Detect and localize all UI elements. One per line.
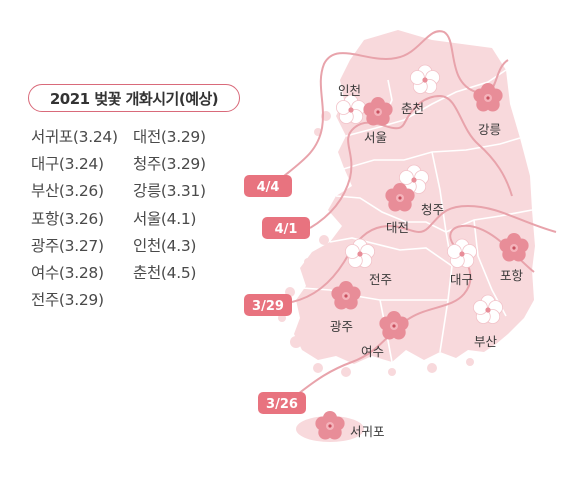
forecast-item: 청주(3.29) xyxy=(133,155,206,174)
city-label-gwangju: 광주 xyxy=(330,319,353,334)
badge-label: 4/4 xyxy=(257,180,280,195)
forecast-item: 대구(3.24) xyxy=(31,155,104,174)
city-label-seogwipo: 서귀포 xyxy=(350,424,385,439)
forecast-item: 서울(4.1) xyxy=(133,209,197,228)
forecast-item: 인천(4.3) xyxy=(133,236,197,255)
forecast-item: 광주(3.27) xyxy=(31,236,104,255)
badge-label: 3/26 xyxy=(266,397,298,412)
city-label-chuncheon: 춘천 xyxy=(401,101,424,116)
badge-label: 4/1 xyxy=(275,222,298,237)
city-label-daejeon: 대전 xyxy=(386,220,409,235)
city-label-gangneung: 강릉 xyxy=(478,122,501,137)
forecast-list: 서귀포(3.24) 대전(3.29) 대구(3.24) 청주(3.29) 부산(… xyxy=(31,127,243,311)
city-label-incheon: 인천 xyxy=(338,83,361,98)
forecast-item: 춘천(4.5) xyxy=(133,263,197,282)
forecast-item: 강릉(3.31) xyxy=(133,182,206,201)
city-label-seoul: 서울 xyxy=(364,130,387,145)
forecast-item: 전주(3.29) xyxy=(31,291,104,310)
city-label-busan: 부산 xyxy=(474,334,498,349)
city-label-jeonju: 전주 xyxy=(369,272,392,287)
forecast-item: 포항(3.26) xyxy=(31,209,104,228)
forecast-item: 서귀포(3.24) xyxy=(31,128,118,146)
title-pill: 2021 벚꽃 개화시기(예상) xyxy=(28,84,240,112)
city-label-pohang: 포항 xyxy=(500,268,524,283)
city-label-daegu: 대구 xyxy=(450,272,473,287)
cherry-blossom-icon xyxy=(315,411,345,440)
badge-3-29: 3/29 xyxy=(244,294,292,316)
page-title: 2021 벚꽃 개화시기(예상) xyxy=(49,89,219,108)
badge-3-26: 3/26 xyxy=(258,392,306,414)
badge-label: 3/29 xyxy=(252,299,284,314)
city-label-yeosu: 여수 xyxy=(361,344,384,359)
city-label-cheongju: 청주 xyxy=(421,202,444,217)
forecast-item: 부산(3.26) xyxy=(31,182,104,201)
islands xyxy=(278,111,474,377)
forecast-item: 여수(3.28) xyxy=(31,263,104,282)
isoline-3-26 xyxy=(297,224,535,395)
forecast-item: 대전(3.29) xyxy=(133,128,206,146)
badge-4-1: 4/1 xyxy=(262,217,310,239)
isoline-3-29 xyxy=(291,204,557,303)
isoline-4-1 xyxy=(309,94,513,229)
badge-4-4: 4/4 xyxy=(244,175,292,197)
